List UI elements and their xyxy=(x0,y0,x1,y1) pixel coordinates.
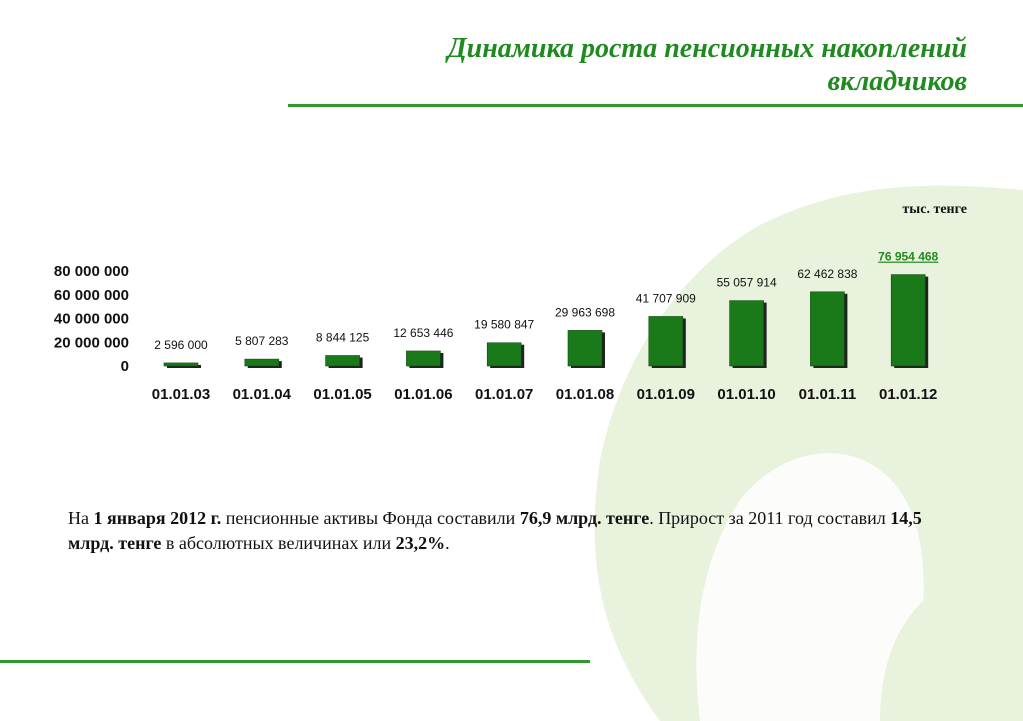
bar xyxy=(567,330,603,367)
summary-growth-absolute: 14,5 млрд. тенге xyxy=(68,508,922,553)
summary-part-2: пенсионные активы Фонда составили xyxy=(221,508,520,528)
y-tick-label: 40 000 000 xyxy=(54,311,129,328)
summary-part-3: . Прирост за 2011 год составил xyxy=(649,508,891,528)
bar xyxy=(163,362,199,367)
bar xyxy=(244,358,280,367)
y-tick-label: 80 000 000 xyxy=(54,263,129,280)
data-label: 76 954 468 xyxy=(878,250,938,264)
summary-text: На 1 января 2012 г. пенсионные активы Фо… xyxy=(68,506,948,556)
bar xyxy=(486,342,522,367)
summary-growth-percent: 23,2% xyxy=(395,533,446,553)
bar xyxy=(648,316,684,367)
bar xyxy=(810,291,845,367)
x-tick-label: 01.01.04 xyxy=(233,386,292,403)
summary-part-4: в абсолютных величинах или xyxy=(161,533,396,553)
title-line-2: вкладчиков xyxy=(827,66,967,97)
x-tick-label: 01.01.03 xyxy=(152,386,210,403)
bar xyxy=(406,350,441,367)
bar xyxy=(890,274,926,367)
data-label: 2 596 000 xyxy=(154,338,208,352)
data-label: 8 844 125 xyxy=(316,330,370,344)
data-label: 41 707 909 xyxy=(636,291,696,305)
bar xyxy=(325,355,360,367)
title-line-1: Динамика роста пенсионных накоплений xyxy=(447,33,968,64)
bar-shadow xyxy=(167,364,201,368)
data-label: 5 807 283 xyxy=(235,334,289,348)
y-tick-label: 0 xyxy=(121,358,129,375)
x-tick-label: 01.01.06 xyxy=(394,386,452,403)
data-label: 19 580 847 xyxy=(474,318,534,332)
data-label: 12 653 446 xyxy=(393,326,453,340)
data-label: 55 057 914 xyxy=(717,276,777,290)
y-tick-label: 60 000 000 xyxy=(54,287,129,304)
data-label: 29 963 698 xyxy=(555,305,615,319)
data-label: 62 462 838 xyxy=(797,267,857,281)
title-divider xyxy=(288,104,1023,107)
x-tick-label: 01.01.07 xyxy=(475,386,533,403)
summary-assets: 76,9 млрд. тенге xyxy=(519,508,650,528)
x-tick-label: 01.01.10 xyxy=(717,386,775,403)
x-tick-label: 01.01.09 xyxy=(637,386,695,403)
slide-title: Динамика роста пенсионных накоплений вкл… xyxy=(267,32,968,98)
x-tick-label: 01.01.12 xyxy=(879,386,937,403)
units-label: тыс. тенге xyxy=(902,202,967,217)
x-tick-label: 01.01.11 xyxy=(799,386,857,403)
bar xyxy=(729,300,764,367)
x-tick-label: 01.01.05 xyxy=(313,386,371,403)
x-tick-label: 01.01.08 xyxy=(556,386,614,403)
summary-part-5: . xyxy=(445,533,450,553)
summary-part-1: На xyxy=(68,508,94,528)
y-tick-label: 20 000 000 xyxy=(54,334,129,351)
bar-chart: 0 20 000 000 40 000 000 60 000 000 80 000 00… xyxy=(54,250,939,403)
summary-date: 1 января 2012 г. xyxy=(93,508,222,528)
footer-divider xyxy=(0,660,590,663)
